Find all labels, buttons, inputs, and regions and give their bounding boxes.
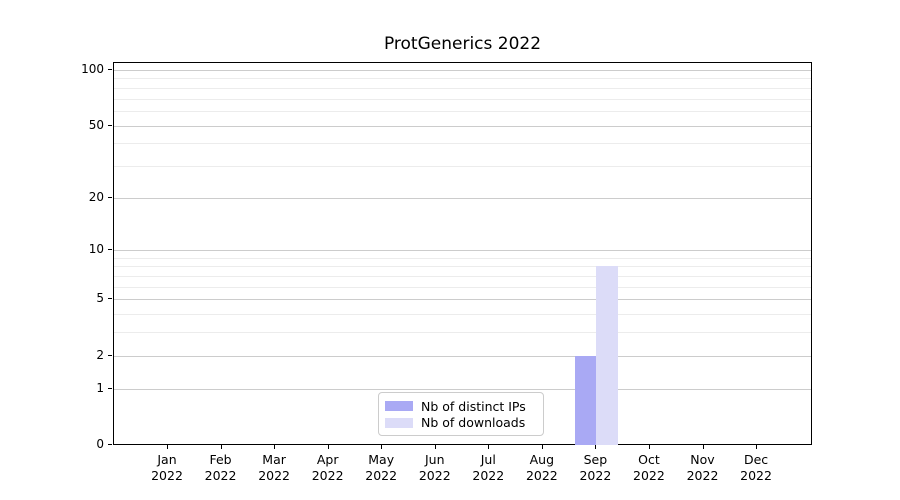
y-tick-label: 20 xyxy=(88,189,104,204)
x-tick-label-jul: Jul 2022 xyxy=(456,452,520,484)
x-tick-label-apr: Apr 2022 xyxy=(296,452,360,484)
x-tick-mark xyxy=(274,445,276,449)
x-tick-mark xyxy=(595,445,597,449)
x-tick-year: 2022 xyxy=(258,468,290,483)
major-gridline xyxy=(114,197,811,199)
x-tick-label-dec: Dec 2022 xyxy=(724,452,788,484)
legend-swatch-downloads xyxy=(385,417,413,428)
minor-gridline xyxy=(114,165,811,167)
minor-gridline xyxy=(114,276,811,278)
x-tick-mark xyxy=(648,445,650,449)
y-tick-label: 0 xyxy=(96,437,104,451)
chart-title: ProtGenerics 2022 xyxy=(383,34,542,54)
bar-nb-of-downloads-sep xyxy=(596,266,618,445)
x-tick-label-jun: Jun 2022 xyxy=(403,452,467,484)
x-tick-label-feb: Feb 2022 xyxy=(189,452,253,484)
x-tick-mark xyxy=(756,445,758,449)
y-tick-mark xyxy=(108,354,112,356)
legend-label-distinct-ips: Nb of distinct IPs xyxy=(421,398,526,414)
x-tick-mark xyxy=(541,445,543,449)
y-tick-label: 1 xyxy=(96,380,104,395)
minor-gridline xyxy=(114,266,811,268)
minor-gridline xyxy=(114,143,811,145)
x-tick-year: 2022 xyxy=(633,468,665,483)
x-tick-year: 2022 xyxy=(579,468,612,483)
x-tick-label-aug: Aug 2022 xyxy=(510,452,574,484)
legend-label-downloads: Nb of downloads xyxy=(421,415,526,431)
major-gridline xyxy=(114,125,811,127)
x-tick-mark xyxy=(434,445,436,449)
legend-entry-downloads: Nb of downloads xyxy=(385,415,535,431)
x-tick-label-oct: Oct 2022 xyxy=(617,452,681,484)
y-tick-mark xyxy=(108,196,112,198)
y-tick-mark xyxy=(108,387,112,389)
minor-gridline xyxy=(114,110,811,112)
x-tick-label-sep: Sep 2022 xyxy=(563,452,627,484)
bar-nb-of-distinct-ips-sep xyxy=(575,355,597,445)
x-tick-year: 2022 xyxy=(418,468,451,483)
x-tick-month: Jul xyxy=(480,452,496,467)
y-tick-mark xyxy=(108,298,112,300)
x-tick-year: 2022 xyxy=(686,468,719,483)
x-tick-mark xyxy=(702,445,704,449)
x-tick-mark xyxy=(381,445,383,449)
major-gridline xyxy=(114,388,811,390)
x-tick-year: 2022 xyxy=(472,468,505,483)
x-tick-year: 2022 xyxy=(311,468,344,483)
plot-area xyxy=(113,62,812,445)
legend-swatch-distinct-ips xyxy=(385,401,413,412)
x-tick-month: Dec xyxy=(743,452,769,467)
x-tick-mark xyxy=(327,445,329,449)
x-tick-year: 2022 xyxy=(525,468,558,483)
legend-entry-distinct-ips: Nb of distinct IPs xyxy=(385,398,535,414)
x-tick-month: Feb xyxy=(209,452,232,467)
x-tick-month: Apr xyxy=(316,452,339,467)
x-tick-month: Jan xyxy=(157,452,177,467)
y-tick-mark xyxy=(108,69,112,70)
minor-gridline xyxy=(114,98,811,100)
x-tick-label-jan: Jan 2022 xyxy=(135,452,199,484)
y-tick-mark xyxy=(108,249,112,251)
y-tick-label: 2 xyxy=(96,347,104,362)
x-tick-year: 2022 xyxy=(365,468,398,483)
x-tick-month: Jun xyxy=(424,452,445,467)
x-tick-year: 2022 xyxy=(740,468,772,483)
minor-gridline xyxy=(114,78,811,80)
major-gridline xyxy=(114,355,811,357)
y-tick-label: 5 xyxy=(96,291,104,306)
y-tick-mark xyxy=(108,444,112,445)
y-tick-mark xyxy=(108,124,112,126)
major-gridline xyxy=(114,299,811,301)
x-tick-month: May xyxy=(368,452,395,467)
x-tick-month: Oct xyxy=(638,452,660,467)
x-tick-label-mar: Mar 2022 xyxy=(242,452,306,484)
legend: Nb of distinct IPs Nb of downloads xyxy=(378,392,544,436)
major-gridline xyxy=(114,250,811,252)
x-tick-month: Mar xyxy=(262,452,286,467)
minor-gridline xyxy=(114,332,811,334)
y-tick-label: 50 xyxy=(88,117,104,132)
major-gridline xyxy=(114,70,811,71)
x-tick-year: 2022 xyxy=(151,468,183,483)
minor-gridline xyxy=(114,286,811,288)
minor-gridline xyxy=(114,87,811,89)
x-tick-month: Aug xyxy=(529,452,555,467)
x-tick-mark xyxy=(167,445,168,449)
minor-gridline xyxy=(114,314,811,316)
x-tick-month: Sep xyxy=(583,452,608,467)
x-tick-year: 2022 xyxy=(204,468,237,483)
x-tick-label-nov: Nov 2022 xyxy=(671,452,735,484)
x-tick-mark xyxy=(488,445,490,449)
y-tick-label: 100 xyxy=(81,62,104,76)
minor-gridline xyxy=(114,257,811,259)
x-tick-mark xyxy=(220,445,222,449)
y-tick-label: 10 xyxy=(88,242,104,257)
x-tick-label-may: May 2022 xyxy=(349,452,413,484)
x-tick-month: Nov xyxy=(690,452,715,467)
